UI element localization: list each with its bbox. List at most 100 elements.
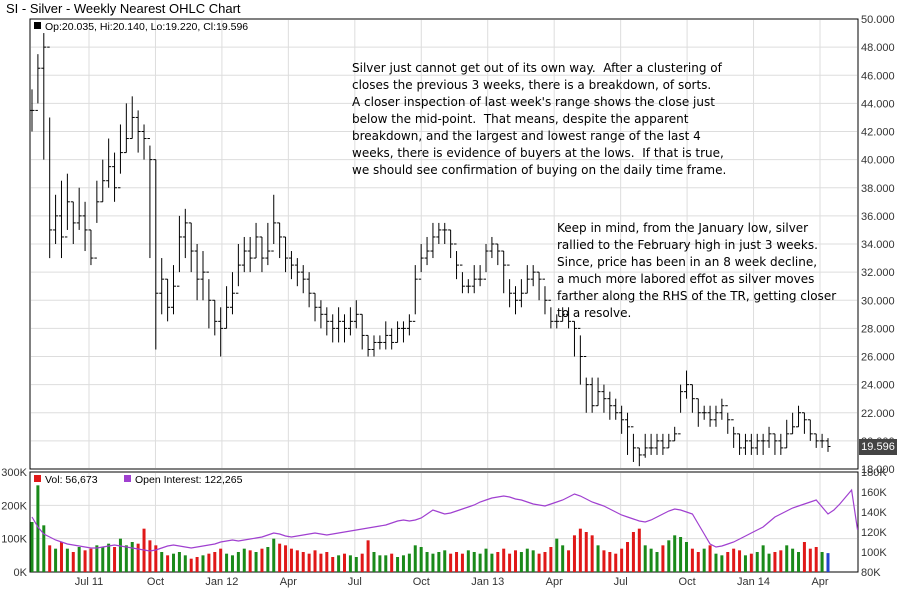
- volume-bar: [177, 552, 181, 572]
- ohlc-bar: [135, 110, 141, 153]
- ohlc-bar: [554, 314, 560, 329]
- ohlc-bar: [477, 265, 483, 287]
- volume-bar: [348, 555, 352, 572]
- ohlc-bar: [229, 272, 235, 315]
- ohlc-bar: [465, 279, 471, 294]
- volume-bar: [384, 555, 388, 572]
- ohlc-bar: [742, 433, 748, 455]
- volume-bar: [466, 550, 470, 572]
- ohlc-bar: [666, 433, 672, 449]
- ohlc-bar: [607, 391, 613, 420]
- ohlc-bar: [489, 236, 495, 259]
- ohlc-bar: [784, 419, 790, 449]
- volume-bar: [372, 552, 376, 572]
- price-tick-label: 40.000: [861, 155, 895, 167]
- ohlc-bar: [100, 159, 106, 203]
- ohlc-bar: [772, 433, 778, 455]
- volume-bar: [631, 532, 635, 572]
- time-tick-label: Jul: [614, 576, 628, 588]
- volume-bar: [313, 550, 317, 572]
- open-interest-legend-swatch: [124, 475, 131, 482]
- price-tick-label: 32.000: [861, 267, 895, 279]
- volume-bar: [561, 545, 565, 572]
- price-tick-label: 34.000: [861, 239, 895, 251]
- ohlc-bar: [678, 384, 684, 435]
- ohlc-bar: [312, 292, 318, 322]
- volume-bar: [207, 553, 211, 572]
- volume-bar: [331, 557, 335, 572]
- volume-bar: [602, 550, 606, 572]
- open-interest-tick-label: 140K: [861, 507, 887, 519]
- ohlc-bar: [165, 278, 171, 322]
- ohlc-bar: [82, 201, 88, 252]
- volume-bar: [720, 555, 724, 572]
- volume-bar: [166, 555, 170, 572]
- ohlc-bar: [725, 405, 731, 434]
- ohlc-bar: [53, 194, 59, 244]
- price-info: Op:20.035, Hi:20.140, Lo:19.220, Cl:19.5…: [45, 21, 248, 33]
- time-tick-label: Apr: [546, 576, 563, 588]
- volume-bar: [449, 553, 453, 572]
- volume-bar: [42, 525, 46, 572]
- ohlc-bar: [247, 236, 253, 273]
- ohlc-bar: [542, 278, 548, 315]
- volume-bar: [808, 548, 812, 572]
- ohlc-bar: [377, 335, 383, 350]
- ohlc-bar: [306, 272, 312, 308]
- time-tick-label: Oct: [413, 576, 430, 588]
- volume-bar: [278, 543, 282, 572]
- price-tick-label: 50.000: [861, 14, 895, 26]
- ohlc-bar: [589, 377, 595, 413]
- price-tick-label: 38.000: [861, 183, 895, 195]
- volume-bar: [419, 547, 423, 572]
- volume-bar: [254, 552, 258, 572]
- volume-bar: [555, 538, 559, 572]
- ohlc-bar: [807, 419, 813, 441]
- volume-bar: [696, 552, 700, 572]
- volume-bar: [655, 552, 659, 572]
- ohlc-bar: [731, 419, 737, 448]
- ohlc-bar: [359, 313, 365, 350]
- ohlc-bar: [406, 314, 412, 336]
- ohlc-bar: [536, 271, 542, 301]
- ohlc-bar: [117, 124, 123, 189]
- price-axis: 18.00020.00022.00024.00026.00028.00030.0…: [861, 14, 895, 476]
- volume-bar: [584, 532, 588, 572]
- volume-bar: [531, 550, 535, 572]
- volume-bar: [673, 535, 677, 572]
- open-interest-axis: 80K 100K 120K 140K 160K 180K: [861, 467, 887, 579]
- open-interest-tick-label: 120K: [861, 527, 887, 539]
- volume-bar: [755, 552, 759, 572]
- volume-bar: [378, 555, 382, 572]
- volume-bar: [360, 553, 364, 572]
- volume-bar: [626, 542, 630, 572]
- volume-bar: [89, 548, 93, 572]
- volume-bar: [472, 552, 476, 572]
- volume-bar: [743, 555, 747, 572]
- ohlc-bar: [459, 264, 465, 294]
- time-tick-label: Oct: [679, 576, 696, 588]
- ohlc-bar: [171, 265, 177, 315]
- volume-bar: [71, 552, 75, 572]
- ohlc-bar: [330, 314, 336, 343]
- volume-bar: [413, 545, 417, 572]
- volume-bar: [620, 548, 624, 572]
- ohlc-bar: [454, 243, 460, 280]
- ohlc-bar: [300, 265, 306, 294]
- ohlc-bar: [64, 173, 70, 238]
- ohlc-bar: [583, 356, 589, 413]
- volume-axis: 0K 100K 200K 300K: [1, 467, 27, 579]
- time-tick-label: Jul 11: [75, 576, 104, 588]
- volume-bar: [301, 552, 305, 572]
- volume-bar: [189, 558, 193, 572]
- ohlc-bar: [530, 265, 536, 287]
- volume-bar: [797, 552, 801, 572]
- ohlc-bar: [259, 236, 265, 273]
- volume-bar: [726, 552, 730, 572]
- ohlc-bar: [235, 244, 241, 294]
- volume-bar: [401, 555, 405, 572]
- volume-bar: [83, 550, 87, 572]
- volume-bar: [802, 542, 806, 572]
- ohlc-bar: [342, 314, 348, 343]
